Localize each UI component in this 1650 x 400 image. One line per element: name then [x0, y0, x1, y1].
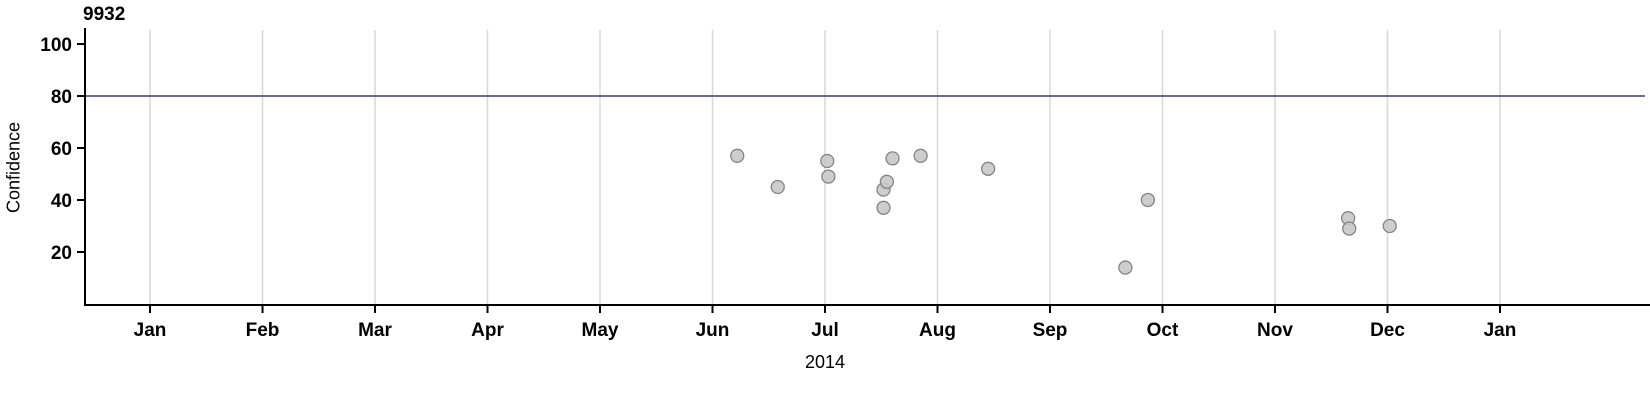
x-tick-label: May — [582, 320, 619, 341]
x-tick-label: Jan — [1484, 320, 1517, 341]
x-tick-label: Jul — [811, 320, 838, 341]
data-point — [1140, 192, 1156, 208]
data-point — [885, 151, 900, 166]
data-point — [980, 161, 996, 176]
data-point — [913, 148, 928, 163]
y-axis-label: Confidence — [3, 121, 24, 214]
x-tick-label: Jan — [134, 320, 167, 341]
x-tick-label: Sep — [1033, 320, 1068, 341]
data-point — [1118, 260, 1133, 275]
x-tick-label: Mar — [358, 320, 392, 341]
data-point — [821, 169, 836, 184]
y-tick-label: 40 — [51, 191, 72, 212]
data-point — [876, 200, 891, 215]
x-tick-label: Oct — [1147, 320, 1179, 341]
data-point — [879, 174, 895, 189]
y-tick-label: 60 — [51, 139, 72, 160]
x-tick-label: Jun — [696, 320, 730, 341]
chart-title: 9932 — [83, 4, 126, 25]
y-tick-label: 20 — [51, 243, 72, 264]
y-tick-label: 100 — [40, 35, 72, 56]
x-tick-label: Aug — [919, 320, 956, 341]
x-axis-label: 2014 — [804, 352, 846, 372]
data-point — [820, 153, 835, 169]
data-point — [770, 179, 785, 195]
x-tick-label: Dec — [1370, 320, 1405, 341]
y-tick-label: 80 — [51, 87, 72, 108]
x-tick-label: Feb — [246, 320, 280, 341]
data-point — [730, 148, 745, 163]
data-point — [1342, 221, 1357, 236]
x-tick-label: Nov — [1257, 320, 1293, 341]
data-point — [1382, 218, 1397, 234]
x-tick-label: Apr — [471, 320, 504, 341]
